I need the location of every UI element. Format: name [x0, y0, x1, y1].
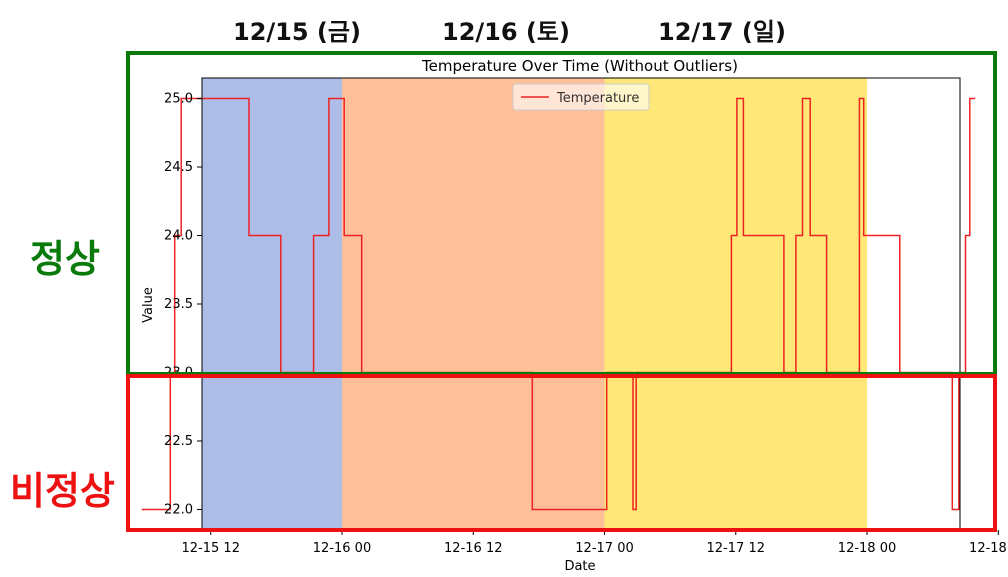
x-tick-label: 12-16 00 [313, 541, 371, 556]
day-label-12-16: 12/16 (토) [442, 18, 570, 46]
series-group [141, 97, 976, 511]
y-tick-label: 23.5 [164, 297, 193, 312]
y-tick-label: 22.0 [164, 502, 193, 517]
x-tick-label: 12-16 12 [444, 541, 502, 556]
x-tick-label: 12-18 00 [838, 541, 896, 556]
abnormal-zone-box [126, 374, 997, 532]
y-tick-label: 22.5 [164, 434, 193, 449]
x-axis-label: Date [564, 559, 595, 574]
x-tick-label: 12-15 12 [182, 541, 240, 556]
day-label-12-17: 12/17 (일) [658, 18, 786, 46]
chart-title: Temperature Over Time (Without Outliers) [421, 57, 738, 75]
y-tick-label: 24.0 [164, 229, 193, 244]
abnormal-zone-label: 비정상 [10, 469, 115, 513]
y-tick-label: 24.5 [164, 160, 193, 175]
x-tick-label: 12-17 00 [575, 541, 633, 556]
legend-entry-temperature: Temperature [556, 91, 639, 106]
y-tick-label: 25.0 [164, 92, 193, 107]
y-axis-label: Value [141, 287, 156, 323]
day-shading [202, 78, 868, 530]
series-line-0 [141, 97, 976, 511]
x-axis: 12-15 12 12-16 00 12-16 12 12-17 00 12-17 12… [182, 530, 1008, 556]
normal-zone-label: 정상 [30, 237, 100, 281]
day-shade-1 [342, 78, 605, 530]
x-tick-label: 12-18 12 [969, 541, 1008, 556]
day-label-12-15: 12/15 (금) [233, 18, 361, 46]
x-tick-label: 12-17 12 [707, 541, 765, 556]
legend-box [512, 83, 650, 111]
legend: Temperature [512, 83, 650, 111]
day-shade-2 [604, 78, 868, 530]
day-shade-0 [202, 78, 343, 530]
